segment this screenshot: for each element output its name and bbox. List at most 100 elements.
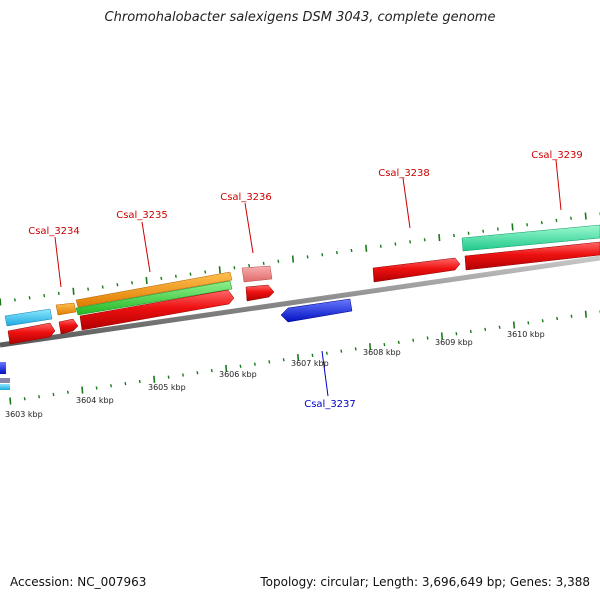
outer-ring-tick [43, 293, 46, 298]
outer-ring-tick [306, 255, 309, 259]
inner-ring-tick [426, 336, 429, 340]
outer-ring-tick [28, 296, 31, 300]
inner-ring-tick [268, 360, 271, 364]
inner-ring-tick [9, 397, 12, 405]
gene-arrow-mint [461, 224, 600, 252]
outer-ring-tick [379, 244, 382, 248]
inner-ring-tick [512, 321, 516, 329]
inner-ring-tick [397, 340, 400, 345]
label-leaders [54, 159, 562, 397]
outer-ring-tick [555, 218, 558, 223]
outer-ring-tick [409, 240, 412, 244]
genome-summary-text: Topology: circular; Length: 3,696,649 bp… [260, 575, 590, 589]
inner-ring-tick [369, 343, 372, 351]
inner-ring-tick [38, 395, 41, 399]
inner-ring-tick [167, 375, 170, 379]
scale-labels: 3603 kbp 3604 kbp 3605 kbp 3606 kbp 3607… [5, 330, 545, 419]
inner-ring-tick [584, 310, 587, 318]
gene-arrow-red-5 [372, 257, 461, 283]
inner-ring-tick [440, 332, 444, 340]
outer-tick-ring [0, 212, 600, 306]
inner-ring-tick [81, 386, 84, 394]
gene-arrow-red-4 [245, 284, 275, 302]
inner-ring-tick [570, 314, 573, 318]
gene-arrow-red-1 [7, 322, 56, 345]
inner-ring-tick [138, 379, 141, 384]
inner-ring-tick [153, 375, 156, 383]
scale-label-3606: 3606 kbp [219, 370, 257, 379]
gene-arrow-red-2 [58, 318, 79, 335]
inner-ring-tick [95, 386, 98, 390]
scale-label-3610: 3610 kbp [507, 330, 545, 339]
scale-label-3608: 3608 kbp [363, 348, 401, 357]
gene-label-csal-3234: Csal_3234 [28, 226, 80, 237]
inner-tick-ring [9, 310, 600, 405]
inner-ring-tick [498, 325, 501, 329]
gene-arrow-orange-small [55, 302, 77, 316]
outer-ring-tick [321, 253, 324, 257]
outer-ring-tick [335, 250, 338, 255]
inner-ring-tick [182, 373, 184, 377]
gene-label-csal-3235: Csal_3235 [116, 210, 168, 221]
scale-label-3603: 3603 kbp [5, 410, 43, 419]
leader-csal-3237 [321, 350, 329, 397]
outer-ring-tick [511, 223, 514, 231]
inner-ring-tick [23, 397, 26, 401]
outer-ring-tick [116, 283, 119, 287]
outer-ring-tick [0, 298, 2, 306]
outer-ring-tick [438, 234, 441, 242]
inner-ring-tick [527, 321, 530, 325]
outer-ring-tick [496, 227, 499, 231]
inner-ring-tick [225, 364, 228, 372]
inner-ring-tick [455, 332, 458, 336]
inner-ring-tick [311, 353, 314, 358]
gene-arrow-red-6 [464, 241, 600, 271]
outer-ring-tick [101, 285, 104, 289]
gene-label-csal-3237: Csal_3237 [304, 399, 356, 410]
inner-ring-tick [124, 381, 127, 386]
outer-ring-tick [204, 270, 207, 274]
outer-ring-tick [453, 233, 455, 238]
inner-ring-tick [325, 351, 328, 355]
gene-label-csal-3239: Csal_3239 [531, 150, 583, 161]
inner-ring-tick [541, 319, 544, 323]
gene-label-csal-3236: Csal_3236 [220, 192, 272, 203]
inner-ring-tick [253, 362, 256, 366]
inner-ring-tick [556, 316, 559, 321]
outer-ring-tick [365, 244, 368, 252]
inner-ring-tick [52, 392, 55, 397]
gene-arrow-red-3 [79, 289, 235, 331]
inner-ring-tick [66, 390, 69, 394]
outer-ring-tick [145, 276, 148, 285]
inner-ring-tick [484, 327, 487, 332]
outer-ring-tick [87, 287, 90, 291]
scale-label-3605: 3605 kbp [148, 383, 186, 392]
outer-ring-tick [248, 263, 251, 268]
outer-ring-tick [482, 229, 485, 233]
outer-ring-tick [57, 291, 60, 296]
leader-csal-3238 [402, 177, 411, 229]
leader-csal-3239 [555, 159, 562, 211]
outer-ring-tick [174, 274, 177, 278]
outer-ring-tick [13, 298, 16, 302]
map-title: Chromohalobacter salexigens DSM 3043, co… [104, 10, 496, 25]
outer-ring-tick [131, 281, 133, 285]
outer-ring-tick [423, 238, 426, 242]
gene-arrow-orange-long [75, 271, 233, 308]
inner-ring-tick [412, 338, 415, 342]
scale-label-3604: 3604 kbp [76, 396, 114, 405]
gene-arrow-cyan-small [4, 308, 53, 327]
inner-ring-tick [297, 354, 300, 362]
accession-text: Accession: NC_007963 [10, 575, 147, 589]
gene-fragment-gray-edge [0, 378, 10, 383]
outer-ring-tick [72, 287, 75, 295]
gene-fragment-blue-edge [0, 362, 6, 374]
gene-label-csal-3238: Csal_3238 [378, 168, 430, 179]
leader-csal-3235 [141, 221, 151, 273]
outer-ring-tick [291, 255, 295, 263]
scale-label-3607: 3607 kbp [291, 359, 329, 368]
outer-ring-tick [160, 276, 163, 281]
outer-ring-tick [277, 259, 280, 263]
